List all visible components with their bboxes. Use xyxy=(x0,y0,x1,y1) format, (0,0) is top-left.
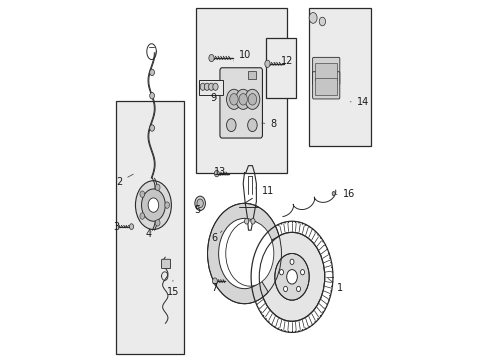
Circle shape xyxy=(226,89,241,109)
Circle shape xyxy=(286,270,297,284)
Circle shape xyxy=(200,83,205,90)
Bar xyxy=(265,39,295,98)
Circle shape xyxy=(250,219,255,224)
Circle shape xyxy=(148,198,159,212)
Text: 14: 14 xyxy=(349,97,368,107)
Circle shape xyxy=(212,278,217,284)
Text: 13: 13 xyxy=(213,167,225,177)
Text: 3: 3 xyxy=(114,222,126,231)
Circle shape xyxy=(239,94,247,105)
Circle shape xyxy=(296,286,300,292)
Circle shape xyxy=(204,83,209,90)
Circle shape xyxy=(248,94,256,105)
Text: 5: 5 xyxy=(194,206,200,216)
FancyBboxPatch shape xyxy=(161,259,170,269)
Circle shape xyxy=(140,191,144,197)
Circle shape xyxy=(274,253,308,300)
Bar xyxy=(199,80,223,95)
Circle shape xyxy=(259,232,324,321)
Text: 6: 6 xyxy=(211,231,222,243)
Circle shape xyxy=(308,13,316,23)
FancyBboxPatch shape xyxy=(312,72,339,99)
Circle shape xyxy=(155,184,160,190)
Circle shape xyxy=(164,202,169,208)
FancyBboxPatch shape xyxy=(312,57,339,85)
Circle shape xyxy=(279,270,283,275)
Circle shape xyxy=(300,270,304,275)
Text: 2: 2 xyxy=(116,174,133,187)
Bar xyxy=(248,71,256,78)
Text: 4: 4 xyxy=(145,229,151,239)
Circle shape xyxy=(135,181,171,229)
Circle shape xyxy=(212,83,218,90)
Text: 9: 9 xyxy=(210,93,216,103)
Circle shape xyxy=(244,89,259,109)
Text: 16: 16 xyxy=(334,189,354,199)
Circle shape xyxy=(264,60,269,67)
Circle shape xyxy=(197,199,203,208)
Text: 7: 7 xyxy=(210,283,217,293)
Bar xyxy=(315,78,336,95)
Circle shape xyxy=(289,259,293,265)
Bar xyxy=(308,8,370,146)
Circle shape xyxy=(155,220,160,226)
Text: 11: 11 xyxy=(255,186,274,196)
Circle shape xyxy=(149,93,154,99)
Circle shape xyxy=(331,192,335,196)
Circle shape xyxy=(149,69,154,76)
FancyBboxPatch shape xyxy=(220,68,262,138)
Text: 10: 10 xyxy=(233,50,250,61)
Circle shape xyxy=(226,119,236,132)
Circle shape xyxy=(229,94,238,105)
Circle shape xyxy=(244,219,248,224)
Circle shape xyxy=(247,119,257,132)
Wedge shape xyxy=(207,203,279,304)
Text: 8: 8 xyxy=(261,120,276,129)
Circle shape xyxy=(208,54,214,62)
Bar xyxy=(116,101,183,354)
Circle shape xyxy=(149,125,154,131)
Text: 15: 15 xyxy=(167,280,180,297)
Circle shape xyxy=(141,189,165,221)
Text: 1: 1 xyxy=(327,279,342,293)
Circle shape xyxy=(319,17,325,26)
Bar xyxy=(315,63,336,80)
Circle shape xyxy=(283,286,287,292)
Bar xyxy=(195,8,286,173)
Circle shape xyxy=(140,213,144,219)
Circle shape xyxy=(208,83,213,90)
Circle shape xyxy=(214,170,219,177)
Circle shape xyxy=(235,89,250,109)
Circle shape xyxy=(225,221,273,286)
Circle shape xyxy=(194,196,205,211)
Text: 12: 12 xyxy=(274,56,293,66)
Circle shape xyxy=(129,224,133,229)
